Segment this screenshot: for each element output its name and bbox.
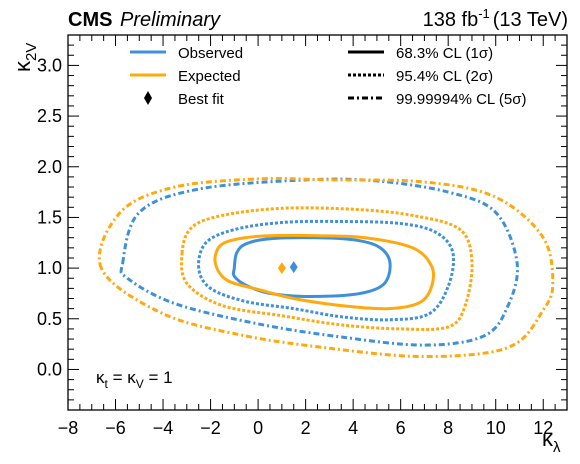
x-tick-label: 10 bbox=[486, 418, 506, 438]
contour-lines bbox=[97, 176, 555, 359]
legend-expected-label: Expected bbox=[178, 68, 241, 85]
x-axis-title: κλ bbox=[542, 426, 561, 456]
y-tick-label: 0.5 bbox=[37, 309, 62, 329]
legend-best-fit-marker bbox=[144, 91, 152, 105]
legend: Observed Expected Best fit 68.3% CL (1σ)… bbox=[130, 45, 526, 108]
expected-5sigma-contour bbox=[97, 176, 555, 359]
y-tick-label: 0.0 bbox=[37, 359, 62, 379]
legend-2sigma-label: 95.4% CL (2σ) bbox=[396, 68, 493, 85]
y-tick-label: 1.5 bbox=[37, 207, 62, 227]
x-tick-label: 8 bbox=[443, 418, 453, 438]
kappa-annotation: κt = κV = 1 bbox=[96, 368, 173, 391]
cms-label: CMS bbox=[68, 9, 112, 31]
legend-observed-label: Observed bbox=[178, 45, 243, 62]
legend-1sigma-label: 68.3% CL (1σ) bbox=[396, 45, 493, 62]
y-axis-title: κ2V bbox=[10, 43, 40, 72]
x-tick-label: 12 bbox=[533, 418, 553, 438]
x-tick-label: −4 bbox=[153, 418, 174, 438]
observed-2sigma-contour bbox=[197, 219, 456, 322]
luminosity-label: 138 fb-1 (13 TeV) bbox=[423, 6, 568, 31]
preliminary-label: Preliminary bbox=[120, 9, 221, 31]
legend-5sigma-label: 99.99994% CL (5σ) bbox=[396, 91, 526, 108]
expected-best-fit-marker bbox=[277, 262, 286, 275]
legend-best-fit-label: Best fit bbox=[178, 91, 225, 108]
expected-2sigma-contour bbox=[179, 206, 474, 331]
x-tick-label: −8 bbox=[58, 418, 79, 438]
x-tick-label: 4 bbox=[348, 418, 358, 438]
y-tick-label: 1.0 bbox=[37, 258, 62, 278]
axis-ticks: −8 −6 −4 −2 0 2 4 6 8 10 12 0.0 0.5 1.0 1.5 2.0 2.5 3.0 bbox=[37, 34, 568, 438]
x-tick-label: 2 bbox=[301, 418, 311, 438]
observed-best-fit-marker bbox=[289, 261, 298, 274]
y-tick-label: 3.0 bbox=[37, 55, 62, 75]
x-tick-label: −6 bbox=[105, 418, 126, 438]
x-tick-label: −2 bbox=[200, 418, 221, 438]
y-tick-label: 2.0 bbox=[37, 157, 62, 177]
expected-1sigma-contour bbox=[213, 233, 435, 311]
best-fit-markers bbox=[277, 261, 298, 275]
x-tick-label: 0 bbox=[253, 418, 263, 438]
y-tick-label: 2.5 bbox=[37, 106, 62, 126]
x-tick-label: 6 bbox=[396, 418, 406, 438]
